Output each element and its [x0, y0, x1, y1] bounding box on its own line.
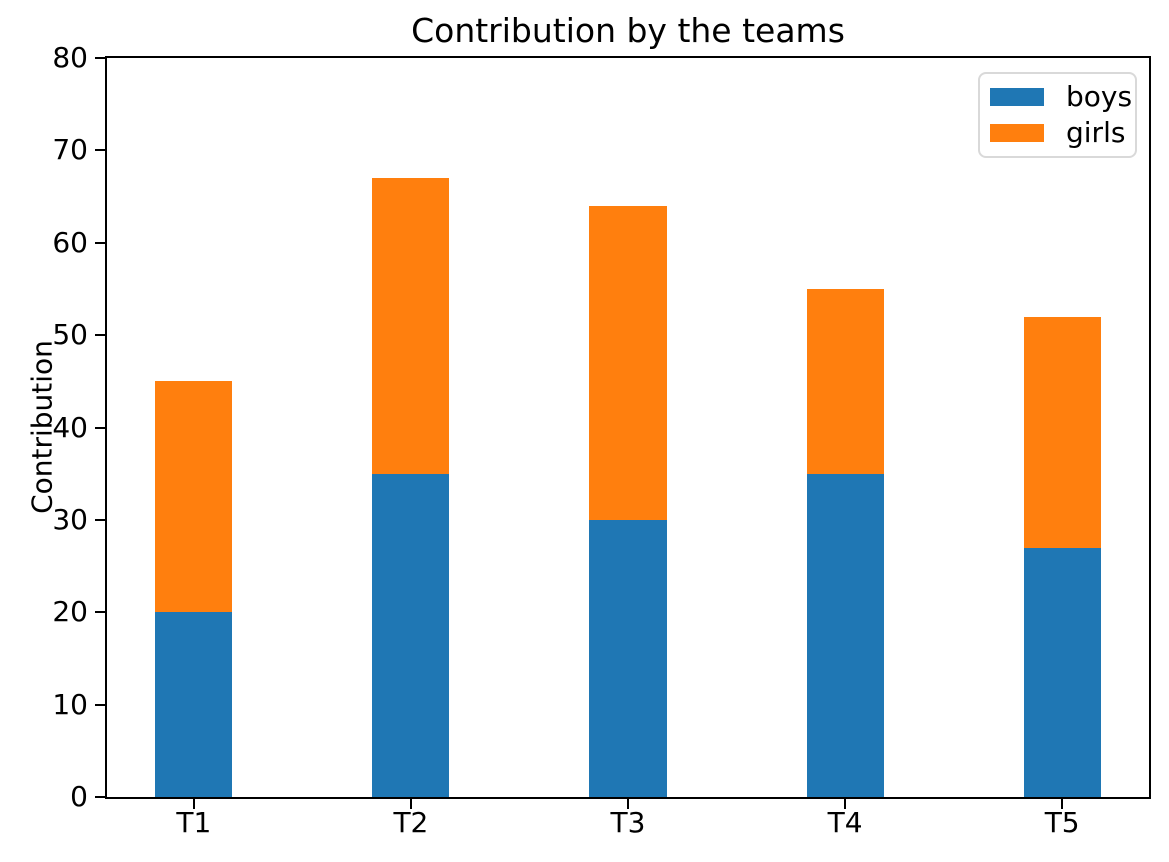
y-tick-mark-50: [95, 334, 105, 337]
bar-segment-girls-T5: [1023, 316, 1101, 548]
x-tick-mark-T5: [1061, 799, 1064, 809]
bar-segment-girls-T4: [806, 288, 884, 474]
y-tick-label-50: 50: [52, 318, 88, 352]
y-tick-label-10: 10: [52, 687, 88, 721]
y-tick-mark-80: [95, 57, 105, 59]
y-tick-mark-0: [95, 796, 105, 798]
legend-swatch-girls: [990, 124, 1044, 142]
x-tick-label-T4: T4: [827, 806, 863, 839]
y-tick-mark-70: [95, 149, 105, 152]
x-tick-mark-T1: [192, 799, 195, 809]
x-tick-mark-T3: [627, 799, 629, 809]
bar-segment-boys-T4: [806, 473, 884, 797]
y-tick-label-80: 80: [52, 41, 88, 74]
plot-area: [105, 56, 1151, 799]
y-tick-mark-40: [95, 426, 105, 429]
x-tick-label-T5: T5: [1044, 806, 1080, 839]
x-tick-label-T1: T1: [176, 806, 212, 839]
x-tick-label-T2: T2: [393, 806, 429, 839]
y-tick-label-40: 40: [52, 410, 88, 444]
y-tick-mark-10: [95, 703, 105, 706]
y-tick-label-0: 0: [70, 780, 88, 813]
legend-label-girls: girls: [1066, 116, 1126, 149]
bar-segment-girls-T1: [155, 381, 233, 613]
bar-segment-boys-T2: [372, 473, 450, 797]
bar-segment-boys-T1: [155, 612, 233, 797]
y-tick-mark-20: [95, 611, 105, 614]
bar-segment-girls-T2: [372, 178, 450, 474]
y-tick-label-70: 70: [52, 133, 88, 167]
legend-swatch-boys: [990, 88, 1044, 106]
bar-segment-boys-T3: [589, 519, 667, 797]
y-tick-label-30: 30: [52, 502, 88, 536]
y-tick-mark-30: [95, 518, 105, 521]
chart-title: Contribution by the teams: [411, 11, 845, 50]
y-tick-label-20: 20: [52, 595, 88, 629]
legend: boys girls: [978, 72, 1137, 158]
x-tick-mark-T4: [844, 799, 847, 809]
bar-segment-girls-T3: [589, 205, 667, 520]
legend-item-boys: boys: [990, 79, 1132, 115]
x-tick-label-T3: T3: [610, 806, 646, 839]
y-tick-mark-60: [95, 241, 105, 244]
bar-segment-boys-T5: [1023, 547, 1101, 797]
x-tick-mark-T2: [409, 799, 412, 809]
y-tick-label-60: 60: [52, 225, 88, 259]
legend-label-boys: boys: [1066, 80, 1133, 113]
legend-item-girls: girls: [990, 115, 1125, 151]
